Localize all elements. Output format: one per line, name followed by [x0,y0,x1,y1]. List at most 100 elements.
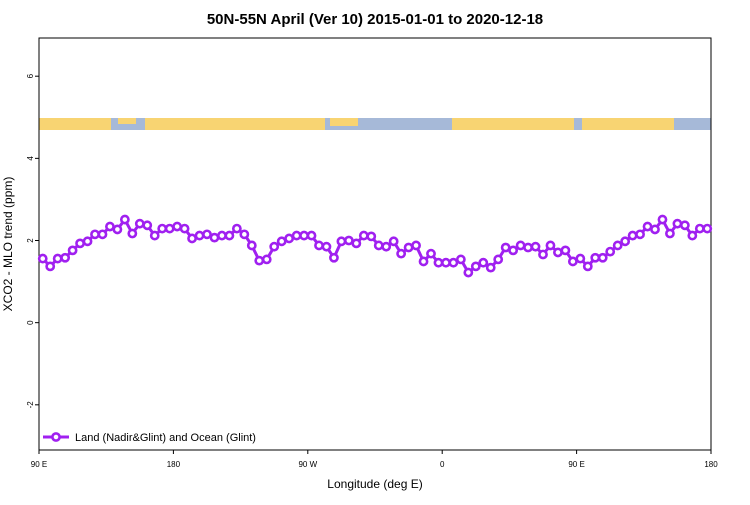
data-point [284,233,295,244]
data-point [575,253,586,264]
data-point [358,230,369,241]
data-point [411,240,421,251]
chart-title: 50N-55N April (Ver 10) 2015-01-01 to 202… [207,11,543,28]
data-point [560,245,571,256]
data-point [485,262,496,273]
data-point [679,220,690,231]
data-point [97,229,108,240]
data-point [351,238,362,249]
data-point [321,241,332,252]
x-tick-label: 180 [167,460,181,469]
data-point [194,230,205,241]
data-point [37,253,48,264]
data-point [224,230,235,241]
data-point [627,230,638,241]
data-point [515,240,526,251]
data-point [381,241,392,252]
data-point [396,248,407,259]
data-point [500,242,511,253]
data-point [127,228,138,239]
data-point [665,228,675,239]
y-tick-label: 6 [26,73,35,78]
data-point [642,221,653,232]
data-point [433,257,444,268]
data-point [306,230,317,241]
land-ocean-strip [39,118,711,130]
data-point [463,267,474,278]
data-point [478,257,489,268]
data-point [597,252,608,263]
data-point [455,254,466,265]
data-point [403,242,414,253]
data-point [149,230,160,241]
data-point [523,242,533,253]
plot-frame [38,37,712,451]
data-point [441,257,451,268]
data-point [239,229,250,240]
data-point [105,221,115,232]
data-point [269,241,280,252]
data-point [366,231,377,242]
data-point [553,247,563,258]
y-tick-label: 2 [26,238,35,243]
data-point [687,230,698,241]
data-point [538,249,548,260]
data-point [635,229,645,240]
data-point [694,223,705,234]
data-point [314,240,324,251]
x-axis-label: Longitude (deg E) [327,477,422,491]
data-point [172,221,183,232]
legend-label: Land (Nadir&Glint) and Ocean (Glint) [75,432,256,444]
x-tick-label: 180 [704,460,718,469]
data-point [426,248,436,259]
data-point [246,240,257,251]
data-point [90,229,100,240]
data-point [329,252,339,263]
data-point [612,240,623,251]
data-point [217,230,227,241]
data-point [567,256,578,267]
data-point [209,232,220,243]
data-point [52,253,63,264]
y-tick-label: 0 [26,320,35,325]
y-axis-label: XCO2 - MLO trend (ppm) [1,177,15,312]
data-point [545,240,556,251]
x-tick-label: 0 [440,460,445,469]
data-point [261,254,272,265]
data-point [60,252,71,263]
data-point [530,241,541,252]
data-point [134,218,145,229]
legend: Land (Nadir&Glint) and Ocean (Glint) [43,432,256,444]
data-point [187,233,197,244]
data-point [605,246,616,257]
data-point [418,256,429,267]
x-tick-label: 90 W [298,460,317,469]
data-point [112,224,123,235]
legend-marker [51,432,61,442]
data-point [75,238,85,249]
data-point [650,224,660,235]
data-point [142,220,153,231]
data-point [202,229,212,240]
data-point [119,214,130,225]
data-point [582,261,593,272]
data-point [291,230,302,241]
data-point [493,254,504,265]
data-point [299,230,309,241]
data-point [373,240,384,251]
data-point [657,214,668,225]
data-point [620,236,631,247]
data-point [276,236,287,247]
data-point [672,218,683,229]
data-point [82,236,93,247]
data-point [157,223,168,234]
data-point [470,261,481,272]
data-point [67,245,78,256]
data-point [508,245,519,256]
data-point [388,236,399,247]
data-point [45,261,56,272]
data-point [336,236,347,247]
data-point [179,223,190,234]
data-point [590,252,601,263]
